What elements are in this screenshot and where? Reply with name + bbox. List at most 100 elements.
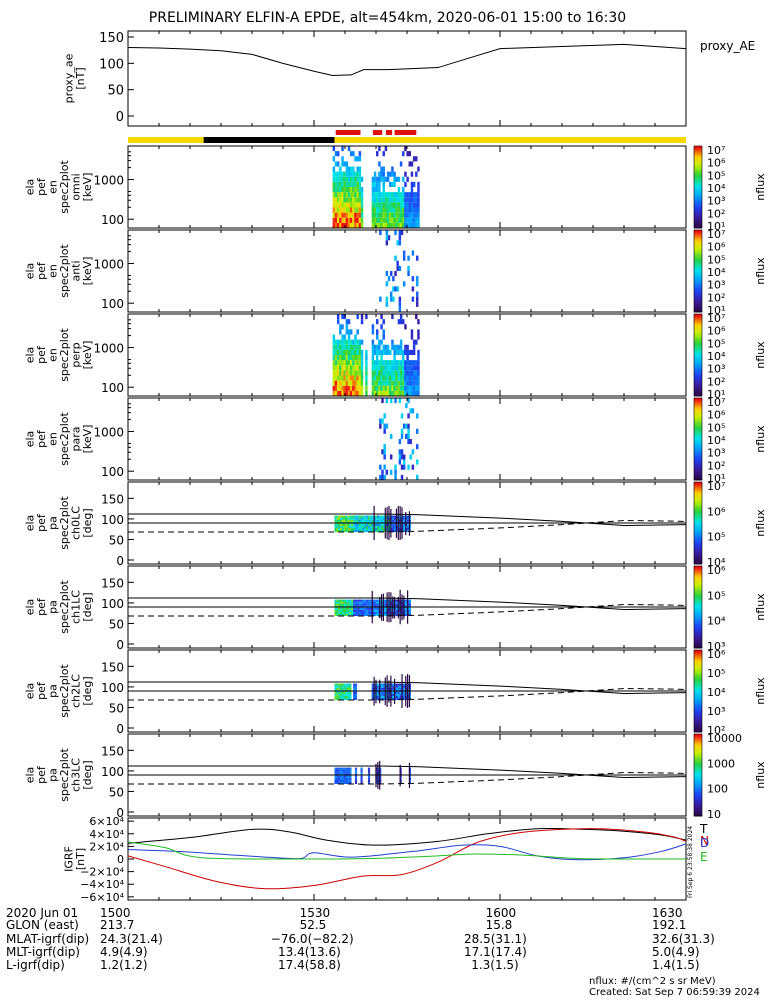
spectrogram-cell (377, 683, 380, 686)
spectrogram-cell (398, 296, 402, 302)
spectrogram-cell (393, 355, 396, 361)
spectrogram-cell (349, 529, 352, 533)
spectrogram-cell (360, 390, 364, 396)
spectrogram-spike (393, 596, 396, 619)
colorbar-cell (694, 729, 702, 733)
spectrogram-cell (356, 390, 359, 396)
spectrogram-cell (381, 449, 384, 455)
footer-value: 1.3(1.5) (471, 958, 519, 972)
spectrogram-cell (347, 197, 351, 203)
spectrogram-cell (358, 192, 362, 198)
spectrogram-cell (360, 360, 364, 366)
spectrogram-cell (369, 613, 372, 617)
spectrogram-cell (334, 171, 338, 177)
spectrogram-cell (410, 212, 414, 218)
spectrogram-cell (384, 370, 388, 376)
spectrogram-cell (369, 525, 372, 528)
spectrogram-cell (332, 146, 336, 152)
spectrogram-cell (349, 166, 353, 172)
colorbar-cell (694, 506, 702, 510)
spectrogram-cell (403, 695, 406, 698)
spectrogram-cell (367, 527, 371, 530)
colorbar-cell (694, 371, 702, 374)
spectrogram-cell (395, 197, 398, 203)
spectrogram-cell (371, 693, 374, 696)
colorbar-cell (694, 721, 702, 725)
colorbar-cell (694, 678, 702, 682)
spectrogram-cell (360, 519, 363, 522)
spectrogram-cell (334, 207, 338, 213)
spectrogram-cell (382, 370, 385, 376)
spectrogram-cell (356, 156, 359, 162)
spectrogram-cell (406, 207, 409, 213)
spectrogram-cell (371, 525, 374, 528)
spectrogram-cell (402, 390, 405, 396)
spectrogram-cell (336, 611, 339, 614)
spectrogram-cell (408, 365, 412, 371)
spectrogram-cell (334, 611, 337, 614)
spectrogram-cell (354, 685, 358, 688)
colorbar-cell (694, 316, 702, 319)
ch0LC-antiloss-cone-line (128, 520, 687, 533)
spectrogram-cell (347, 523, 350, 526)
spectrogram-cell (347, 355, 351, 361)
spectrogram-cell (403, 525, 406, 528)
colorbar-tick-label: 10⁶ (707, 325, 726, 338)
colorbar-tick-label: 10⁴ (707, 434, 726, 447)
colorbar-cell (694, 664, 702, 667)
spectrogram-cell (334, 217, 338, 223)
spectrogram-cell (343, 365, 346, 371)
spectrogram-cell (392, 517, 395, 520)
colorbar-cell (694, 262, 702, 266)
spectrogram-cell (334, 375, 338, 381)
spectrogram-cell (358, 517, 361, 520)
spectrogram-cell (404, 349, 407, 355)
spectrogram-cell (339, 355, 342, 361)
colorbar-cell (694, 754, 702, 758)
colorbar-cell (694, 379, 702, 383)
spectrogram-cell (364, 527, 367, 530)
y-tick-label: 0 (116, 110, 124, 125)
spectrogram-cell (334, 192, 338, 198)
footer-value: 28.5(31.1) (464, 932, 527, 946)
spectrogram-cell (391, 365, 394, 371)
spectrogram-cell (336, 176, 340, 182)
spectrogram-cell (392, 687, 395, 690)
spectrogram-cell (380, 691, 384, 694)
spectrogram-cell (378, 217, 381, 223)
ylabel-line: pa (46, 684, 59, 698)
y-tick-label: 150 (101, 744, 124, 758)
colorbar-tick-label: 10⁵ (707, 421, 725, 434)
spectrogram-cell (402, 187, 405, 193)
spectrogram-cell (369, 529, 372, 533)
spectrogram-cell (403, 517, 406, 520)
spectrogram-cell (341, 525, 345, 528)
spectrogram-cell (366, 515, 369, 518)
spectrogram-cell (349, 601, 352, 604)
spectrogram-cell (354, 334, 357, 340)
spectrogram-cell (373, 390, 377, 396)
spectrogram-cell (384, 360, 388, 366)
spectrogram-cell (347, 385, 351, 391)
colorbar-cell (694, 408, 702, 411)
spectrogram-cell (371, 687, 374, 690)
spectrogram-cell (343, 779, 346, 782)
spectrogram-cell (378, 344, 381, 350)
spectrogram-cell (360, 202, 364, 208)
colorbar-cell (694, 615, 702, 618)
spectrogram-cell (340, 527, 343, 530)
spectrogram-cell (352, 187, 355, 193)
spectrogram-cell (373, 370, 377, 376)
spectrogram-cell (339, 212, 342, 218)
spectrogram-cell (403, 693, 406, 696)
spectrogram-cell (380, 380, 383, 386)
spectrogram-cell (393, 197, 396, 203)
spectrogram-cell (400, 413, 404, 419)
spectrogram-cell (338, 607, 341, 610)
colorbar-tick-label: 10¹ (707, 304, 725, 317)
colorbar-cell (694, 650, 702, 653)
colorbar-cell (694, 787, 702, 790)
spectrogram-cell (405, 599, 408, 602)
spectrogram-cell (332, 187, 336, 193)
spectrogram-cell (386, 192, 390, 198)
